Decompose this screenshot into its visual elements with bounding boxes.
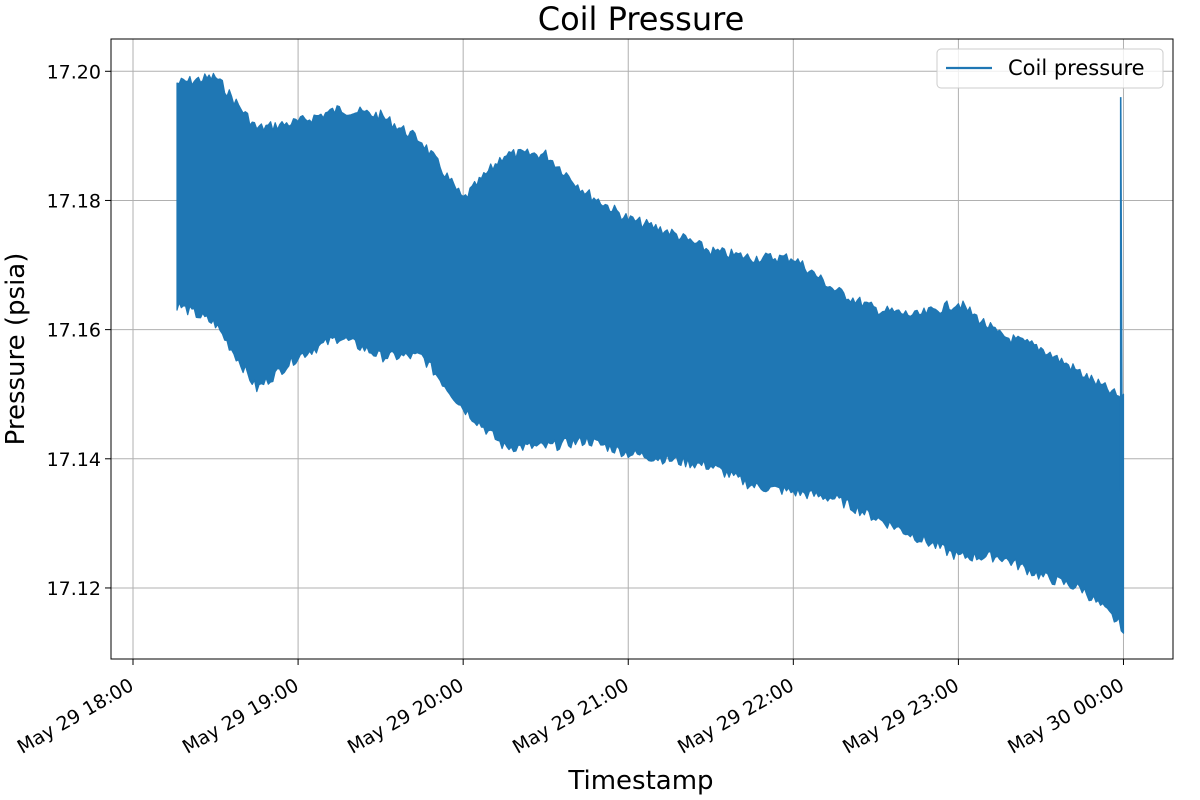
- series-spike: [1119, 97, 1123, 492]
- plot-frame: [110, 38, 1174, 660]
- chart-title: Coil Pressure: [538, 0, 745, 38]
- y-tick-label: 17.16: [47, 320, 101, 342]
- y-axis: 17.12 17.14 17.16 17.18 17.20: [47, 61, 111, 600]
- legend: Coil pressure: [936, 48, 1164, 89]
- x-axis-label: Timestamp: [567, 766, 713, 796]
- y-tick-label: 17.18: [47, 190, 101, 212]
- y-tick-label: 17.12: [47, 578, 101, 600]
- series-line: [176, 72, 1125, 634]
- y-tick-label: 17.20: [47, 61, 101, 83]
- legend-entry: Coil pressure: [1008, 56, 1145, 80]
- y-tick-label: 17.14: [47, 449, 101, 471]
- legend-box: [936, 48, 1164, 89]
- y-axis-label: Pressure (psia): [1, 253, 31, 446]
